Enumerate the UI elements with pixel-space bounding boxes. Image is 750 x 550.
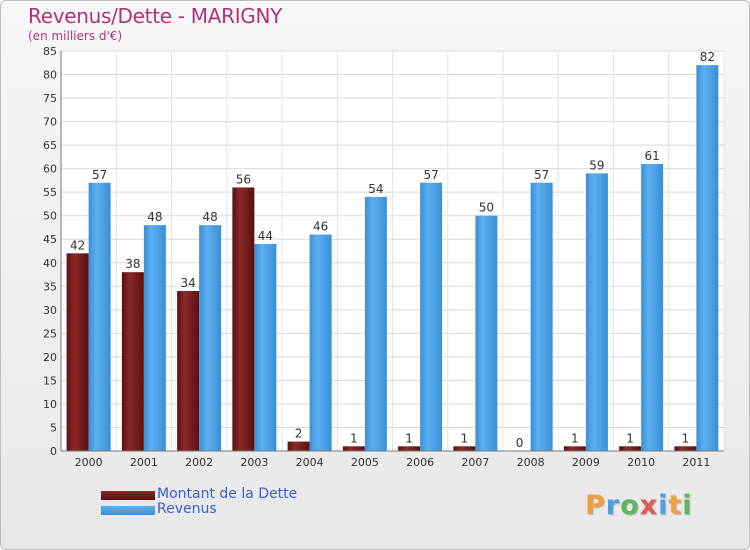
data-label: 54 xyxy=(368,182,383,196)
bar-revenus xyxy=(310,235,332,451)
x-tick-label: 2011 xyxy=(682,456,710,469)
y-tick-label: 35 xyxy=(43,280,57,293)
x-tick-label: 2004 xyxy=(296,456,324,469)
y-tick-label: 20 xyxy=(43,351,57,364)
y-tick-label: 75 xyxy=(43,92,57,105)
data-label: 42 xyxy=(70,238,85,252)
bar-revenus xyxy=(144,225,166,451)
x-tick-label: 2010 xyxy=(627,456,655,469)
bar-revenus xyxy=(696,65,718,451)
logo-letter: r xyxy=(606,490,620,521)
x-tick-label: 2002 xyxy=(185,456,213,469)
logo-letter: x xyxy=(640,490,658,521)
data-label: 1 xyxy=(405,431,413,445)
data-label: 57 xyxy=(534,168,549,182)
data-label: 38 xyxy=(125,257,140,271)
data-label: 46 xyxy=(313,220,328,234)
bar-dette xyxy=(398,446,420,451)
y-tick-label: 70 xyxy=(43,116,57,129)
data-label: 59 xyxy=(589,158,604,172)
data-label: 34 xyxy=(180,276,195,290)
logo-letter: o xyxy=(620,490,640,521)
x-tick-label: 2003 xyxy=(240,456,268,469)
data-label: 50 xyxy=(479,201,494,215)
data-label: 1 xyxy=(682,431,690,445)
y-tick-label: 5 xyxy=(50,421,57,434)
data-label: 2 xyxy=(295,427,303,441)
logo-letter: i xyxy=(682,490,692,521)
bar-revenus xyxy=(199,225,221,451)
data-label: 61 xyxy=(644,149,659,163)
legend-label-revenus: Revenus xyxy=(157,501,217,517)
bar-dette xyxy=(674,446,696,451)
y-tick-label: 0 xyxy=(50,445,57,458)
data-label: 1 xyxy=(461,431,469,445)
y-tick-label: 65 xyxy=(43,139,57,152)
proxiti-logo: Proxiti xyxy=(585,490,693,521)
bar-dette xyxy=(564,446,586,451)
data-label: 48 xyxy=(147,210,162,224)
y-tick-label: 85 xyxy=(43,45,57,58)
bar-dette xyxy=(122,272,144,451)
bar-dette xyxy=(453,446,475,451)
bar-dette xyxy=(177,291,199,451)
y-tick-label: 45 xyxy=(43,233,57,246)
y-tick-label: 40 xyxy=(43,257,57,270)
data-label: 44 xyxy=(258,229,273,243)
bar-revenus xyxy=(254,244,276,451)
data-label: 0 xyxy=(516,436,524,450)
y-tick-label: 15 xyxy=(43,374,57,387)
y-tick-label: 80 xyxy=(43,69,57,82)
legend-label-dette: Montant de la Dette xyxy=(157,486,297,502)
data-label: 56 xyxy=(236,172,251,186)
y-tick-label: 30 xyxy=(43,304,57,317)
data-label: 1 xyxy=(350,431,358,445)
x-tick-label: 2005 xyxy=(351,456,379,469)
logo-letter: i xyxy=(658,490,668,521)
x-tick-label: 2008 xyxy=(517,456,545,469)
data-label: 82 xyxy=(700,50,715,64)
bar-dette xyxy=(67,253,89,451)
y-tick-label: 25 xyxy=(43,327,57,340)
bar-revenus xyxy=(420,183,442,451)
legend-swatch-revenus xyxy=(101,506,155,515)
y-tick-label: 10 xyxy=(43,398,57,411)
data-label: 1 xyxy=(626,431,634,445)
bar-dette xyxy=(343,446,365,451)
x-tick-label: 2006 xyxy=(406,456,434,469)
bar-revenus xyxy=(475,216,497,451)
logo-letter: t xyxy=(668,490,682,521)
bar-revenus xyxy=(531,183,553,451)
bar-dette xyxy=(288,442,310,451)
x-tick-label: 2000 xyxy=(75,456,103,469)
bar-revenus xyxy=(89,183,111,451)
data-label: 48 xyxy=(202,210,217,224)
y-tick-label: 55 xyxy=(43,186,57,199)
x-tick-label: 2007 xyxy=(461,456,489,469)
chart-frame: Revenus/Dette - MARIGNY (en milliers d'€… xyxy=(0,0,750,550)
bar-chart: 4257384834485644246154157150057159161182… xyxy=(1,1,749,549)
bar-dette xyxy=(232,187,254,451)
bar-dette xyxy=(619,446,641,451)
x-tick-label: 2009 xyxy=(572,456,600,469)
data-label: 1 xyxy=(571,431,579,445)
bar-revenus xyxy=(586,173,608,451)
data-label: 57 xyxy=(423,168,438,182)
y-tick-label: 50 xyxy=(43,210,57,223)
x-tick-label: 2001 xyxy=(130,456,158,469)
bar-revenus xyxy=(641,164,663,451)
legend-swatch-dette xyxy=(101,491,155,500)
data-label: 57 xyxy=(92,168,107,182)
logo-letter: P xyxy=(585,490,606,521)
bar-revenus xyxy=(365,197,387,451)
y-tick-label: 60 xyxy=(43,163,57,176)
